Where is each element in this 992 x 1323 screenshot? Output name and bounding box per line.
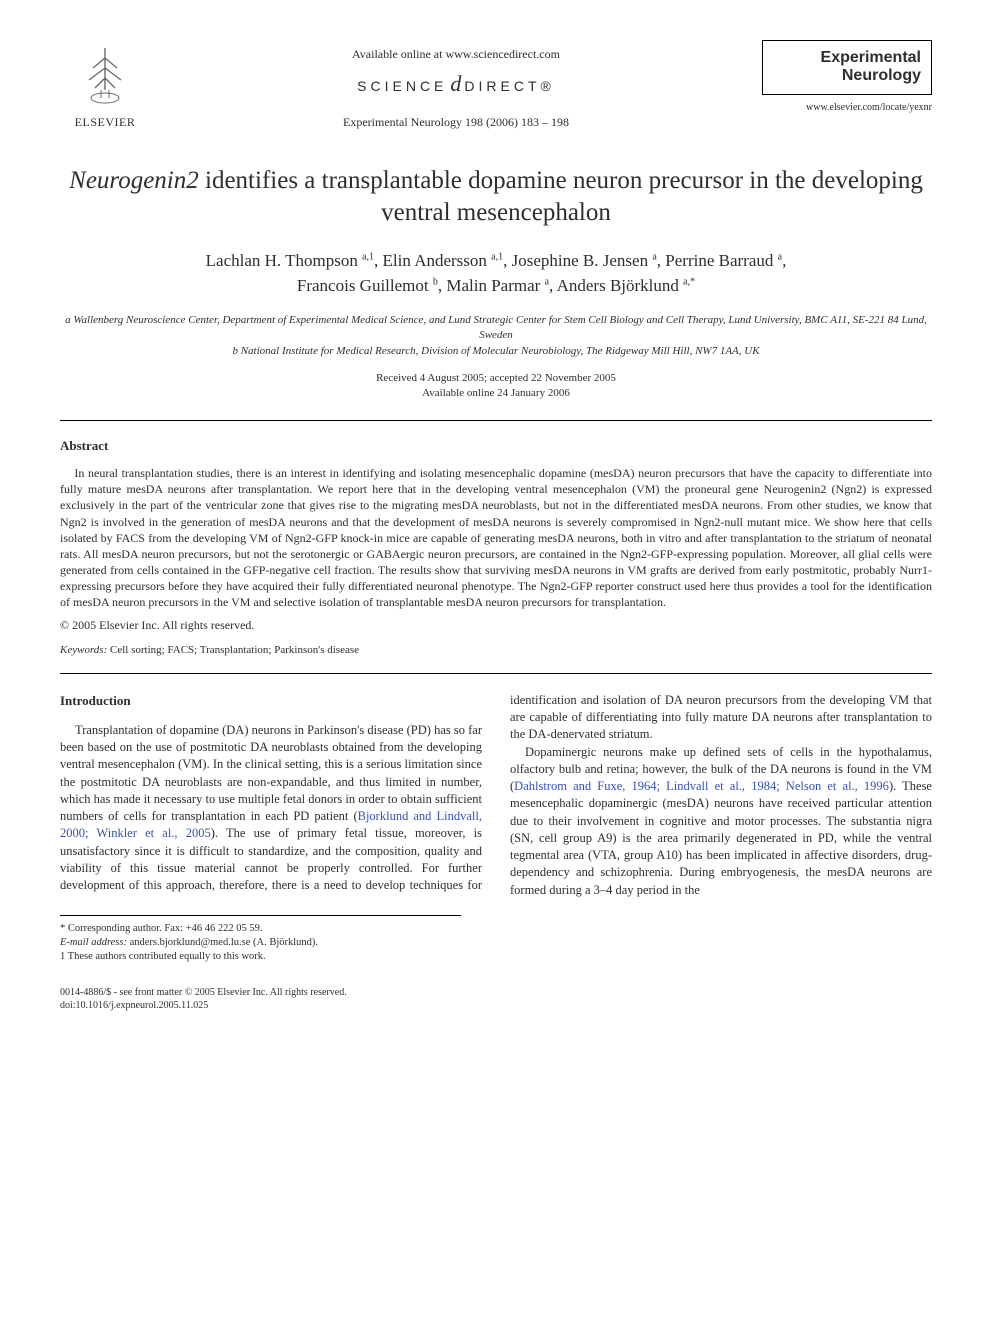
sd-left: SCIENCE (357, 78, 447, 94)
title-italic: Neurogenin2 (69, 167, 199, 194)
author: Francois Guillemot (297, 276, 433, 295)
online-date: Available online 24 January 2006 (60, 386, 932, 401)
email-line: E-mail address: anders.bjorklund@med.lu.… (60, 936, 461, 950)
affiliation-a: a Wallenberg Neuroscience Center, Depart… (60, 313, 932, 344)
affil-sup: a,* (683, 277, 695, 288)
abstract-text: In neural transplantation studies, there… (60, 465, 932, 611)
received-date: Received 4 August 2005; accepted 22 Nove… (60, 371, 932, 386)
affiliations: a Wallenberg Neuroscience Center, Depart… (60, 313, 932, 359)
abstract-section: Abstract In neural transplantation studi… (60, 420, 932, 674)
email-label: E-mail address: (60, 937, 127, 948)
affil-sup: a,1 (491, 251, 503, 262)
publisher-block: ELSEVIER (60, 40, 150, 131)
available-online-text: Available online at www.sciencedirect.co… (150, 46, 762, 63)
sciencedirect-logo: SCIENCEdDIRECT® (150, 69, 762, 100)
journal-reference: Experimental Neurology 198 (2006) 183 – … (150, 114, 762, 131)
affiliation-b: b National Institute for Medical Researc… (60, 344, 932, 359)
journal-title-box: Experimental Neurology (762, 40, 932, 95)
header-center: Available online at www.sciencedirect.co… (150, 40, 762, 130)
keywords-values: Cell sorting; FACS; Transplantation; Par… (107, 644, 359, 656)
journal-name: Experimental Neurology (773, 49, 921, 86)
article-body: Introduction Transplantation of dopamine… (60, 692, 932, 899)
elsevier-logo-icon (75, 40, 135, 110)
issn-line: 0014-4886/$ - see front matter © 2005 El… (60, 986, 932, 999)
sd-right: DIRECT® (464, 78, 554, 94)
doi-line: doi:10.1016/j.expneurol.2005.11.025 (60, 999, 932, 1012)
abstract-copyright: © 2005 Elsevier Inc. All rights reserved… (60, 617, 932, 634)
affil-sup: a,1 (362, 251, 374, 262)
title-rest: identifies a transplantable dopamine neu… (199, 167, 923, 227)
publication-meta: 0014-4886/$ - see front matter © 2005 El… (60, 986, 932, 1012)
author-list: Lachlan H. Thompson a,1, Elin Andersson … (60, 248, 932, 299)
corresponding-author: * Corresponding author. Fax: +46 46 222 … (60, 922, 461, 936)
footnotes: * Corresponding author. Fax: +46 46 222 … (60, 915, 461, 965)
header-right: Experimental Neurology www.elsevier.com/… (762, 40, 932, 115)
keywords-label: Keywords: (60, 644, 107, 656)
sd-at-icon: d (450, 71, 461, 96)
abstract-heading: Abstract (60, 437, 932, 455)
equal-contribution: 1 These authors contributed equally to t… (60, 950, 461, 964)
section-heading-introduction: Introduction (60, 692, 482, 710)
article-title: Neurogenin2 identifies a transplantable … (60, 165, 932, 230)
article-dates: Received 4 August 2005; accepted 22 Nove… (60, 371, 932, 402)
journal-url: www.elsevier.com/locate/yexnr (762, 101, 932, 115)
publication-header: ELSEVIER Available online at www.science… (60, 40, 932, 131)
citation-link[interactable]: Dahlstrom and Fuxe, 1964; Lindvall et al… (514, 779, 889, 793)
email-address: anders.bjorklund@med.lu.se (A. Björklund… (127, 937, 318, 948)
keywords-line: Keywords: Cell sorting; FACS; Transplant… (60, 643, 932, 658)
publisher-name: ELSEVIER (75, 114, 136, 131)
author: Lachlan H. Thompson (206, 251, 362, 270)
intro-paragraph-2: Dopaminergic neurons make up defined set… (510, 744, 932, 899)
